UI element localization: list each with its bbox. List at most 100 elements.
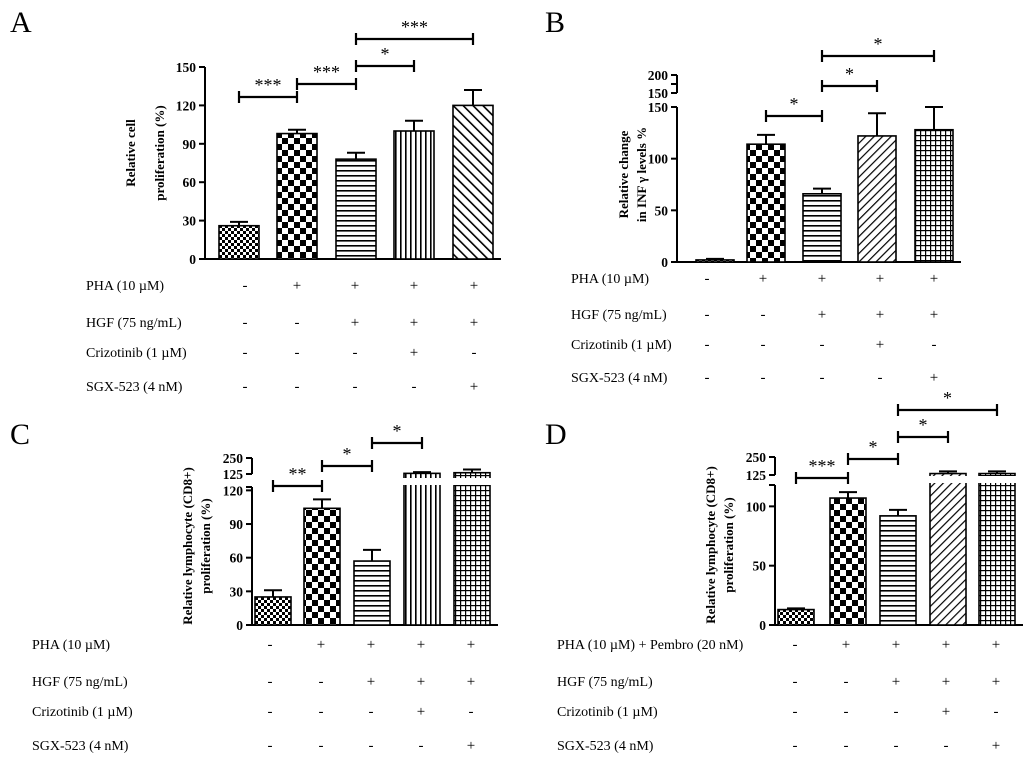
y-tick-label: 150 (176, 60, 197, 75)
condition-mark: - (793, 738, 798, 754)
significance-label: *** (255, 75, 282, 95)
condition-mark: - (295, 345, 300, 361)
condition-mark: - (268, 738, 273, 754)
condition-mark: - (369, 704, 374, 720)
y-axis-label: Relative cell (123, 119, 138, 187)
condition-label: SGX-523 (4 nM) (571, 371, 668, 386)
condition-label: Crizotinib (1 µM) (32, 705, 133, 720)
y-tick-label: 90 (230, 517, 244, 532)
condition-mark: + (467, 674, 475, 690)
condition-mark: + (930, 307, 938, 323)
y-tick-label: 0 (236, 618, 243, 633)
bar (453, 471, 491, 626)
condition-mark: - (243, 345, 248, 361)
condition-mark: - (353, 345, 358, 361)
condition-mark: + (992, 674, 1000, 690)
condition-mark: - (705, 271, 710, 287)
condition-mark: + (417, 674, 425, 690)
y-tick-label: 150 (648, 100, 669, 115)
condition-label: PHA (10 µM) (86, 279, 164, 294)
condition-label: HGF (75 ng/mL) (86, 316, 182, 331)
condition-label: Crizotinib (1 µM) (557, 705, 658, 720)
panel-letter: D (545, 418, 567, 451)
condition-label: HGF (75 ng/mL) (557, 675, 653, 690)
significance-label: * (343, 444, 352, 464)
panel-a: A Relative cell proliferation (%) 0 30 60 90 12… (10, 6, 501, 395)
bar (353, 560, 391, 626)
condition-mark: + (410, 278, 418, 294)
condition-mark: - (295, 379, 300, 395)
bar (276, 132, 318, 260)
significance-label: * (869, 437, 878, 457)
significance-label: ** (289, 464, 307, 484)
condition-mark: + (417, 704, 425, 720)
condition-mark: - (243, 315, 248, 331)
condition-mark: - (878, 370, 883, 386)
condition-mark: + (759, 271, 767, 287)
condition-mark: + (367, 674, 375, 690)
condition-mark: - (793, 704, 798, 720)
y-tick-label: 150 (648, 86, 669, 101)
bar (393, 130, 435, 260)
y-tick-label: 125 (223, 467, 244, 482)
panel-letter: A (10, 6, 32, 39)
bar (403, 472, 441, 626)
bar (303, 507, 341, 626)
condition-mark: + (470, 315, 478, 331)
condition-mark: + (293, 278, 301, 294)
condition-mark: - (295, 315, 300, 331)
y-tick-label: 120 (223, 483, 244, 498)
condition-mark: + (892, 674, 900, 690)
condition-mark: - (705, 307, 710, 323)
axis-break (929, 476, 967, 483)
bar (452, 104, 494, 260)
condition-mark: + (470, 278, 478, 294)
condition-mark: + (942, 674, 950, 690)
significance-label: *** (313, 62, 340, 82)
axis-break (403, 478, 441, 485)
y-tick-label: 0 (759, 618, 766, 633)
condition-mark: + (892, 637, 900, 653)
bar (695, 259, 735, 263)
condition-mark: + (470, 379, 478, 395)
panel-d: D Relative lymphocyte (CD8+) proliferation… (545, 388, 1023, 754)
condition-mark: - (894, 738, 899, 754)
condition-label: PHA (10 µM) (32, 638, 110, 653)
axis-break (978, 476, 1016, 483)
condition-mark: - (353, 379, 358, 395)
y-axis-label: Relative change (616, 130, 631, 218)
y-tick-label: 125 (746, 468, 767, 483)
condition-mark: + (467, 637, 475, 653)
condition-mark: - (268, 674, 273, 690)
bar (335, 158, 377, 260)
condition-mark: + (942, 704, 950, 720)
significance-label: * (919, 415, 928, 435)
y-tick-label: 60 (183, 175, 197, 190)
y-tick-label: 0 (189, 252, 196, 267)
y-axis-label: in INF γ levels % (634, 127, 649, 222)
condition-mark: + (930, 370, 938, 386)
y-axis-label: Relative lymphocyte (CD8+) (703, 466, 718, 624)
condition-mark: + (842, 637, 850, 653)
bar (777, 608, 815, 626)
condition-label: PHA (10 µM) (571, 272, 649, 287)
condition-mark: - (844, 704, 849, 720)
y-tick-label: 30 (183, 214, 197, 229)
y-tick-label: 250 (746, 450, 767, 465)
panel-b: B Relative change in INF γ levels % 0 50 100 1… (545, 6, 961, 386)
condition-mark: - (932, 337, 937, 353)
condition-mark: + (876, 337, 884, 353)
condition-label: HGF (75 ng/mL) (32, 675, 128, 690)
condition-mark: + (410, 345, 418, 361)
condition-label: PHA (10 µM) + Pembro (20 nM) (557, 638, 744, 653)
y-tick-label: 120 (176, 98, 197, 113)
condition-mark: - (268, 637, 273, 653)
condition-mark: + (876, 271, 884, 287)
condition-mark: - (319, 674, 324, 690)
significance-label: * (845, 64, 854, 84)
condition-mark: - (705, 370, 710, 386)
significance-label: *** (401, 17, 428, 37)
condition-label: SGX-523 (4 nM) (557, 739, 654, 754)
condition-mark: - (761, 307, 766, 323)
bar (746, 143, 786, 263)
